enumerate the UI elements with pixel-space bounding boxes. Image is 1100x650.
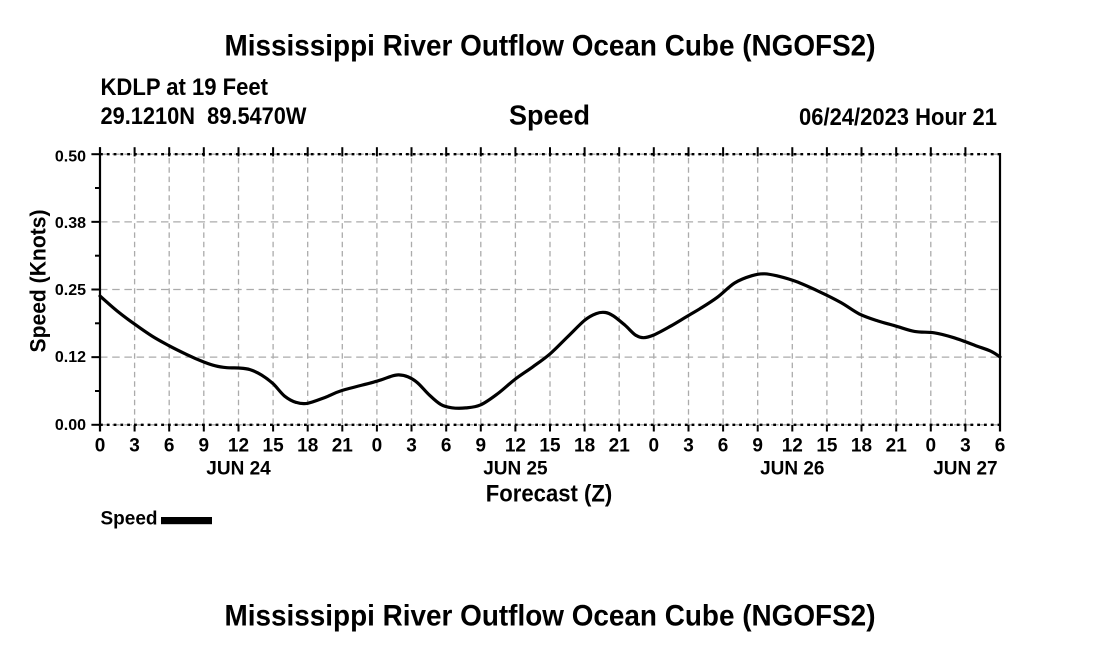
svg-text:Mississippi River Outflow Ocea: Mississippi River Outflow Ocean Cube (NG… (225, 30, 876, 63)
svg-text:JUN 25: JUN 25 (483, 459, 548, 480)
svg-text:3: 3 (129, 436, 140, 457)
svg-text:12: 12 (505, 436, 526, 457)
svg-text:15: 15 (263, 436, 285, 457)
svg-text:29.1210N 89.5470W: 29.1210N 89.5470W (101, 103, 307, 130)
svg-text:0: 0 (649, 436, 660, 457)
svg-text:12: 12 (228, 436, 249, 457)
svg-text:0: 0 (95, 436, 106, 457)
svg-text:JUN 24: JUN 24 (206, 459, 271, 480)
svg-text:3: 3 (683, 436, 694, 457)
svg-text:0.50: 0.50 (55, 148, 86, 165)
svg-text:06/24/2023 Hour 21: 06/24/2023 Hour 21 (799, 104, 997, 131)
svg-text:21: 21 (609, 436, 631, 457)
svg-text:0: 0 (372, 436, 383, 457)
svg-text:3: 3 (406, 436, 417, 457)
svg-text:6: 6 (164, 436, 175, 457)
svg-text:9: 9 (476, 436, 487, 457)
svg-text:Forecast (Z): Forecast (Z) (486, 481, 613, 508)
svg-text:Speed (Knots): Speed (Knots) (26, 210, 51, 353)
svg-text:KDLP at 19 Feet: KDLP at 19 Feet (101, 74, 269, 101)
svg-text:6: 6 (718, 436, 729, 457)
svg-text:0.12: 0.12 (55, 349, 86, 366)
svg-text:0.00: 0.00 (55, 417, 86, 434)
svg-text:6: 6 (995, 436, 1006, 457)
svg-text:9: 9 (752, 436, 763, 457)
svg-text:18: 18 (851, 436, 872, 457)
svg-text:15: 15 (539, 436, 561, 457)
svg-text:21: 21 (886, 436, 908, 457)
svg-text:Speed: Speed (101, 509, 158, 530)
svg-text:0: 0 (926, 436, 937, 457)
svg-text:JUN 27: JUN 27 (933, 459, 997, 480)
svg-text:3: 3 (960, 436, 971, 457)
svg-text:15: 15 (816, 436, 838, 457)
svg-text:Speed: Speed (509, 100, 590, 131)
svg-text:18: 18 (574, 436, 595, 457)
svg-text:Mississippi River Outflow Ocea: Mississippi River Outflow Ocean Cube (NG… (225, 600, 876, 633)
svg-text:0.25: 0.25 (55, 282, 86, 299)
svg-text:0.38: 0.38 (55, 215, 86, 232)
svg-text:JUN 26: JUN 26 (760, 459, 824, 480)
svg-text:9: 9 (199, 436, 210, 457)
svg-text:18: 18 (297, 436, 318, 457)
svg-text:6: 6 (441, 436, 452, 457)
svg-text:12: 12 (782, 436, 803, 457)
svg-text:21: 21 (332, 436, 354, 457)
